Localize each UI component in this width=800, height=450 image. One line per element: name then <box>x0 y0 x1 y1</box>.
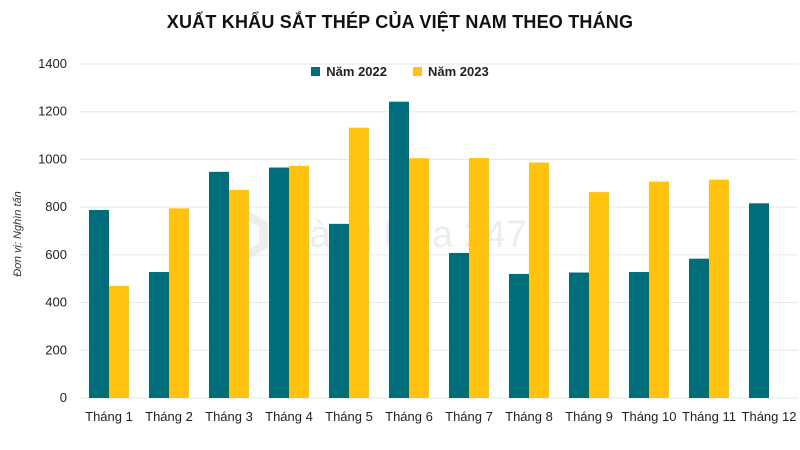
bar-2023 <box>529 162 549 398</box>
x-tick-labels: Tháng 1 Tháng 2 Tháng 3 Tháng 4 Tháng 5 Tháng… <box>85 409 796 424</box>
x-tick-label: Tháng 9 <box>565 409 613 424</box>
bar-2022 <box>449 252 469 398</box>
legend-label-2023: Năm 2023 <box>428 64 489 79</box>
bar-2022 <box>689 258 709 398</box>
legend-swatch-2022 <box>311 67 321 76</box>
x-tick-label: Tháng 3 <box>205 409 253 424</box>
chart-title: XUẤT KHẨU SẮT THÉP CỦA VIỆT NAM THEO THÁ… <box>166 12 634 32</box>
bar-2023 <box>469 157 489 398</box>
bar-2022 <box>149 272 169 398</box>
y-tick-label: 1400 <box>38 56 67 71</box>
x-tick-label: Tháng 11 <box>682 409 736 424</box>
y-tick-label: 400 <box>45 295 67 310</box>
y-tick-label: 1200 <box>38 104 67 119</box>
bar-2023 <box>409 158 429 398</box>
y-tick-labels: 0 200 400 600 800 1000 1200 1400 <box>38 56 67 405</box>
x-tick-label: Tháng 6 <box>385 409 433 424</box>
bar-2023 <box>589 192 609 398</box>
x-tick-label: Tháng 1 <box>85 409 133 424</box>
y-tick-label: 200 <box>45 342 67 357</box>
bar-2023 <box>229 189 249 398</box>
x-tick-label: Tháng 12 <box>742 409 797 424</box>
bar-2022 <box>329 223 349 398</box>
bar-2022 <box>89 210 109 398</box>
legend-item-2023: Năm 2023 <box>413 64 489 79</box>
x-tick-label: Tháng 7 <box>445 409 493 424</box>
x-tick-label: Tháng 8 <box>505 409 553 424</box>
y-tick-label: 800 <box>45 199 67 214</box>
y-tick-label: 1000 <box>38 151 67 166</box>
y-tick-label: 600 <box>45 247 67 262</box>
bar-2022 <box>749 203 769 398</box>
x-tick-label: Tháng 2 <box>145 409 193 424</box>
bar-2023 <box>169 208 189 398</box>
legend-label-2022: Năm 2022 <box>326 64 387 79</box>
bar-2022 <box>569 272 589 398</box>
x-tick-label: Tháng 5 <box>325 409 373 424</box>
bar-2022 <box>269 167 289 398</box>
legend-item-2022: Năm 2022 <box>311 64 387 79</box>
bar-2023 <box>289 165 309 398</box>
legend-swatch-2023 <box>413 67 422 76</box>
legend: Năm 2022 Năm 2023 <box>0 64 800 79</box>
y-tick-label: 0 <box>60 390 67 405</box>
bar-2022 <box>629 272 649 398</box>
bar-2022 <box>509 273 529 398</box>
bar-2022 <box>389 101 409 399</box>
bar-2023 <box>649 181 669 398</box>
gridlines <box>80 63 798 399</box>
bars <box>89 101 769 399</box>
bar-2023 <box>349 127 369 398</box>
x-tick-label: Tháng 4 <box>265 409 313 424</box>
x-tick-label: Tháng 10 <box>622 409 677 424</box>
bar-2022 <box>209 171 229 398</box>
bar-2023 <box>109 285 129 398</box>
bar-2023 <box>709 179 729 398</box>
